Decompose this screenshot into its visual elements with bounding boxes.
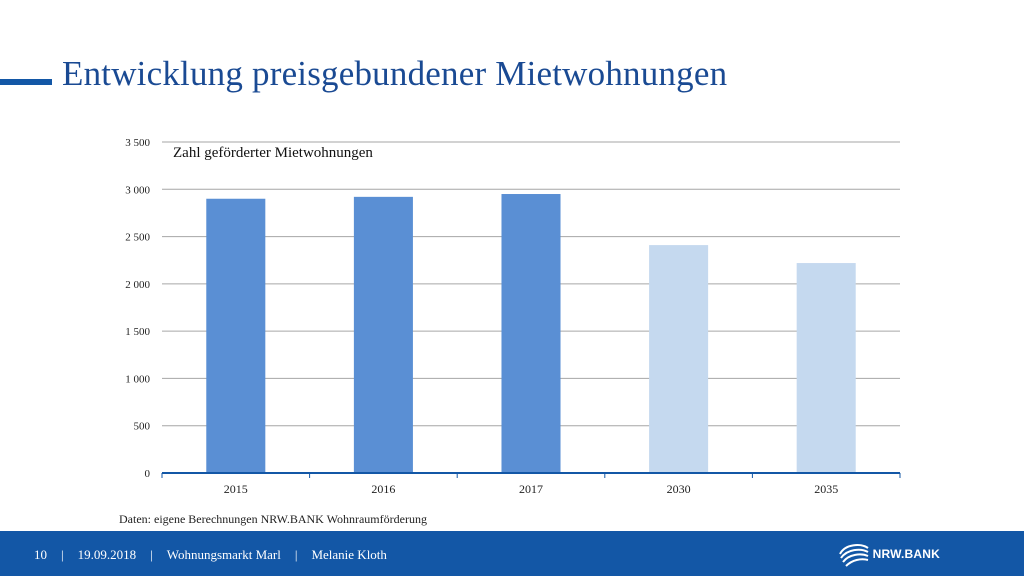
- logo-swirl-icon: [838, 544, 869, 567]
- x-tick-label: 2035: [814, 482, 838, 496]
- bar-2030: [649, 245, 709, 473]
- y-tick-label: 2 500: [125, 232, 150, 244]
- y-tick-label: 3 500: [125, 137, 150, 149]
- footer-bar: 10 | 19.09.2018 | Wohnungsmarkt Marl | M…: [0, 531, 1024, 576]
- slide-title: Entwicklung preisgebundener Mietwohnunge…: [62, 54, 728, 93]
- author-name: Melanie Kloth: [311, 547, 387, 562]
- bar-2035: [796, 263, 856, 473]
- presentation-date: 19.09.2018: [77, 547, 137, 562]
- y-tick-label: 1 000: [125, 373, 150, 385]
- title-accent-bar: [0, 79, 52, 85]
- source-note: Daten: eigene Berechnungen NRW.BANK Wohn…: [119, 512, 427, 526]
- chart-title: Zahl geförderter Mietwohnungen: [173, 145, 373, 161]
- y-tick-label: 0: [145, 468, 151, 480]
- footer-separator: |: [61, 547, 64, 562]
- page-number: 10: [34, 547, 47, 562]
- bar-2015: [206, 198, 266, 473]
- footer-info: 10 | 19.09.2018 | Wohnungsmarkt Marl | M…: [34, 547, 387, 563]
- bar-2016: [353, 196, 413, 473]
- y-tick-label: 3 000: [125, 184, 150, 196]
- x-tick-label: 2016: [371, 482, 395, 496]
- logo-text: NRW.BANK: [872, 547, 940, 561]
- bar-chart: 0 500 1 000 1 500 2 000 2 500 3 000 3 500 2015 20…: [125, 137, 901, 496]
- footer-separator: |: [150, 547, 153, 562]
- footer-separator: |: [294, 547, 298, 562]
- y-tick-label: 2 000: [125, 279, 150, 291]
- event-name: Wohnungsmarkt Marl: [166, 547, 281, 562]
- x-tick-label: 2030: [667, 482, 691, 496]
- y-tick-label: 500: [134, 421, 151, 433]
- nrw-bank-logo: NRW.BANK: [837, 539, 940, 569]
- x-tick-label: 2015: [224, 482, 248, 496]
- y-tick-label: 1 500: [125, 326, 150, 338]
- bar-2017: [501, 194, 561, 473]
- x-tick-label: 2017: [519, 482, 543, 496]
